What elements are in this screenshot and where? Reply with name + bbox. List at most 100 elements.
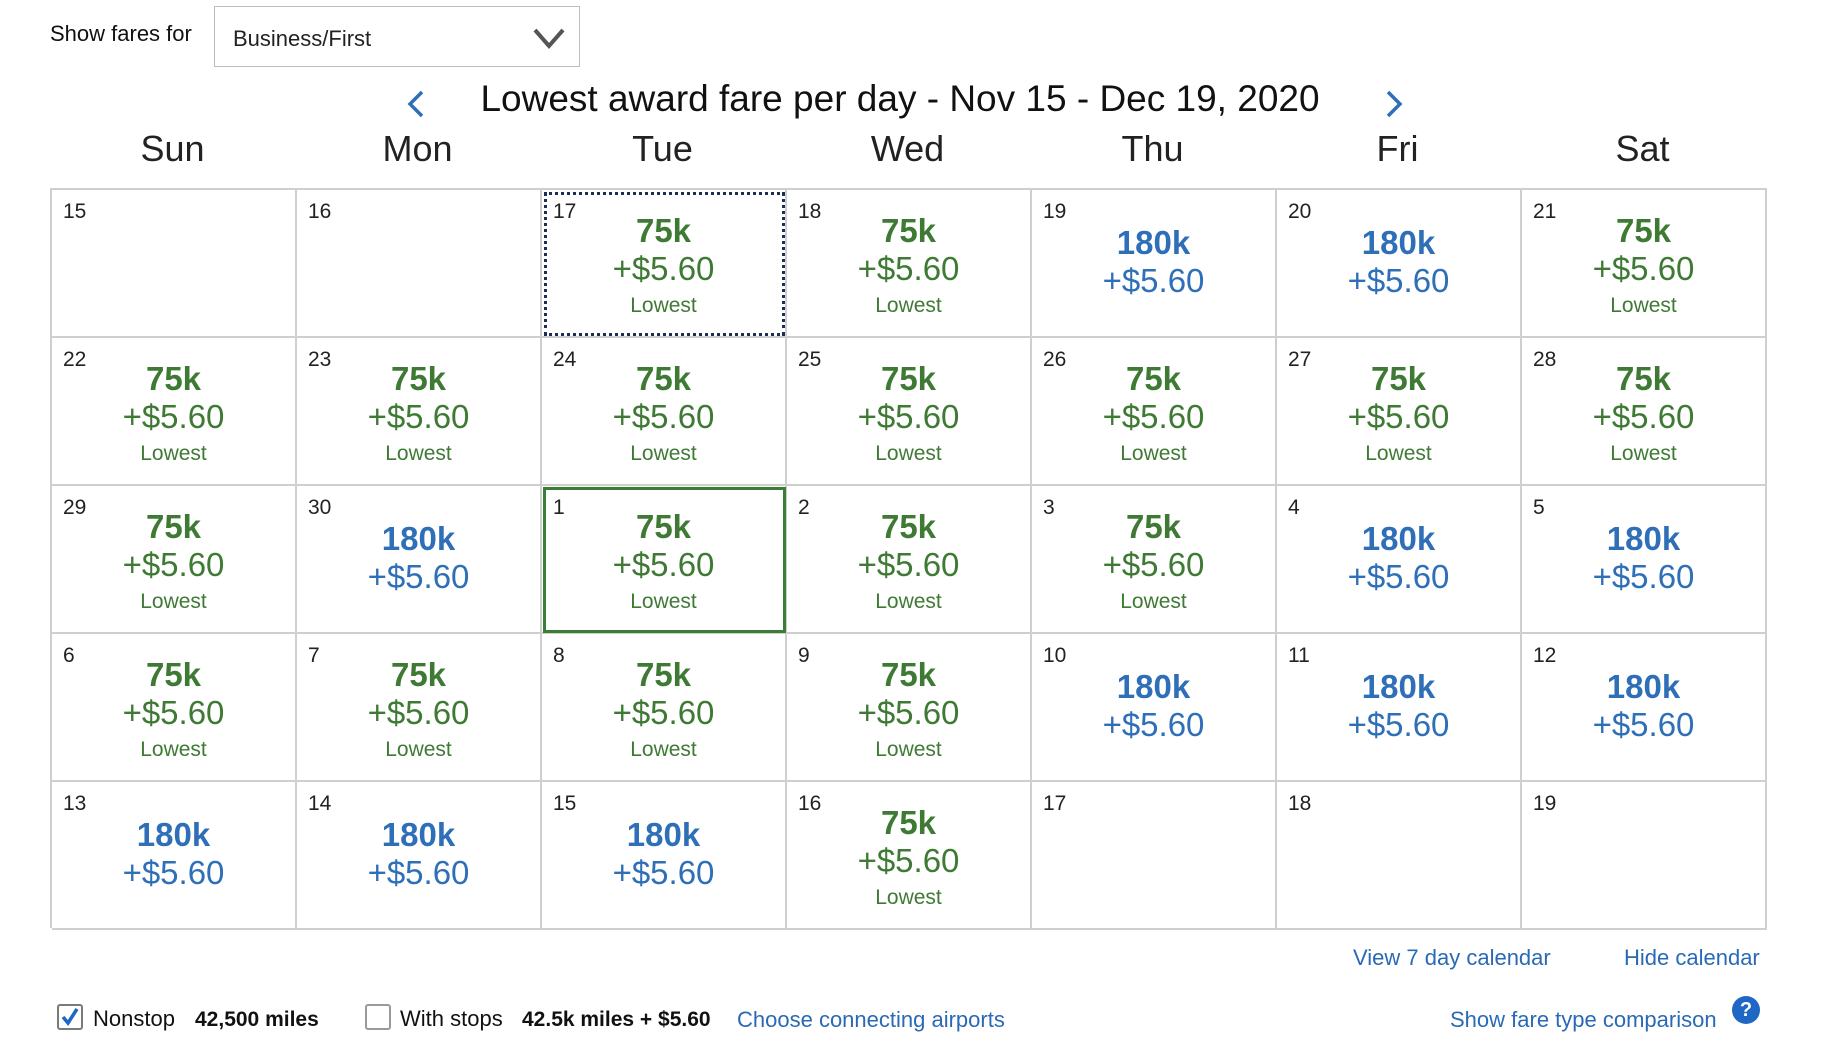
fare-taxes: +$5.60	[1592, 558, 1695, 595]
day-of-week: Mon	[382, 128, 453, 169]
fare-miles: 180k	[136, 816, 211, 853]
calendar-day-cell[interactable]: 1 75k +$5.60 Lowest	[542, 486, 787, 634]
fare-miles: 180k	[1116, 224, 1191, 261]
calendar-day-cell[interactable]: 22 75k +$5.60 Lowest	[52, 338, 297, 486]
fare-miles: 180k	[1361, 668, 1436, 705]
calendar-day-cell[interactable]: 4 180k +$5.60	[1277, 486, 1522, 634]
fare-miles: 75k	[145, 360, 202, 397]
fare-taxes: +$5.60	[857, 398, 960, 435]
day-number: 11	[1288, 644, 1310, 667]
fare-miles: 180k	[381, 520, 456, 557]
nonstop-checkbox[interactable]	[57, 1004, 83, 1030]
fare-taxes: +$5.60	[1102, 262, 1205, 299]
day-of-week: Tue	[632, 128, 693, 169]
fare-miles: 75k	[1125, 360, 1182, 397]
lowest-fare-label: Lowest	[1610, 294, 1677, 317]
help-icon[interactable]: ?	[1732, 996, 1760, 1024]
calendar-day-cell[interactable]: 17 75k +$5.60 Lowest	[542, 190, 787, 338]
fare-taxes: +$5.60	[1592, 706, 1695, 743]
calendar-day-cell[interactable]: 26 75k +$5.60 Lowest	[1032, 338, 1277, 486]
calendar-day-cell[interactable]: 18 75k +$5.60 Lowest	[787, 190, 1032, 338]
calendar-day-cell[interactable]: 11 180k +$5.60	[1277, 634, 1522, 782]
fare-miles: 180k	[381, 816, 456, 853]
fare-taxes: +$5.60	[367, 558, 470, 595]
calendar-day-cell[interactable]: 27 75k +$5.60 Lowest	[1277, 338, 1522, 486]
chevron-left-icon[interactable]	[402, 84, 430, 124]
calendar-day-cell[interactable]: 15 180k +$5.60	[542, 782, 787, 930]
fare-taxes: +$5.60	[612, 694, 715, 731]
with-stops-checkbox[interactable]	[365, 1004, 391, 1030]
day-number: 18	[798, 200, 822, 223]
calendar-day-cell[interactable]: 20 180k +$5.60	[1277, 190, 1522, 338]
view-7-day-calendar-link[interactable]: View 7 day calendar	[1353, 945, 1551, 970]
fare-taxes: +$5.60	[612, 398, 715, 435]
fare-taxes: +$5.60	[122, 398, 225, 435]
day-number: 17	[553, 200, 577, 223]
fare-miles: 75k	[635, 508, 692, 545]
lowest-fare-label: Lowest	[875, 590, 942, 613]
day-number: 4	[1288, 496, 1300, 519]
day-number: 3	[1043, 496, 1055, 519]
fare-miles: 180k	[1606, 668, 1681, 705]
calendar-day-cell[interactable]: 30 180k +$5.60	[297, 486, 542, 634]
fare-miles: 75k	[1615, 360, 1672, 397]
fare-taxes: +$5.60	[857, 842, 960, 879]
lowest-fare-label: Lowest	[875, 294, 942, 317]
calendar-day-cell[interactable]: 25 75k +$5.60 Lowest	[787, 338, 1032, 486]
calendar-day-cell[interactable]: 13 180k +$5.60	[52, 782, 297, 930]
calendar-day-cell[interactable]: 5 180k +$5.60	[1522, 486, 1767, 634]
day-number: 2	[798, 496, 810, 519]
day-number: 17	[1043, 792, 1067, 815]
day-number: 7	[308, 644, 320, 667]
calendar-day-cell[interactable]: 14 180k +$5.60	[297, 782, 542, 930]
lowest-fare-label: Lowest	[140, 442, 207, 465]
calendar-day-cell[interactable]: 16 75k +$5.60 Lowest	[787, 782, 1032, 930]
lowest-fare-label: Lowest	[140, 590, 207, 613]
lowest-fare-label: Lowest	[630, 738, 697, 761]
fare-taxes: +$5.60	[1347, 262, 1450, 299]
calendar-day-cell[interactable]: 7 75k +$5.60 Lowest	[297, 634, 542, 782]
calendar-day-cell[interactable]: 23 75k +$5.60 Lowest	[297, 338, 542, 486]
calendar-day-cell[interactable]: 10 180k +$5.60	[1032, 634, 1277, 782]
choose-connecting-airports-link[interactable]: Choose connecting airports	[737, 1007, 1005, 1032]
calendar-day-cell[interactable]: 21 75k +$5.60 Lowest	[1522, 190, 1767, 338]
calendar-day-cell[interactable]: 12 180k +$5.60	[1522, 634, 1767, 782]
calendar-day-cell[interactable]: 29 75k +$5.60 Lowest	[52, 486, 297, 634]
calendar-day-cell[interactable]: 8 75k +$5.60 Lowest	[542, 634, 787, 782]
chevron-right-icon[interactable]	[1380, 84, 1408, 124]
fare-taxes: +$5.60	[1592, 250, 1695, 287]
fare-taxes: +$5.60	[1102, 398, 1205, 435]
day-number: 24	[553, 348, 577, 371]
fare-taxes: +$5.60	[857, 694, 960, 731]
fare-miles: 75k	[1370, 360, 1427, 397]
fare-class-value: Business/First	[233, 26, 372, 51]
day-of-week: Sat	[1615, 128, 1670, 169]
fare-miles: 75k	[635, 212, 692, 249]
fare-miles: 75k	[145, 656, 202, 693]
fare-miles: 180k	[1606, 520, 1681, 557]
day-number: 6	[63, 644, 75, 667]
show-fare-type-comparison-link[interactable]: Show fare type comparison	[1450, 1007, 1717, 1032]
calendar-day-cell[interactable]: 28 75k +$5.60 Lowest	[1522, 338, 1767, 486]
day-of-week: Fri	[1376, 128, 1419, 169]
fare-miles: 180k	[1361, 520, 1436, 557]
fare-calendar-grid: 15 16 17 75k +$5.60 Lowest 18 75k +$5.60 Lowest 19…	[50, 188, 1767, 930]
calendar-day-cell: 18	[1277, 782, 1522, 930]
hide-calendar-link[interactable]: Hide calendar	[1624, 945, 1760, 970]
fare-class-dropdown[interactable]: Business/First	[214, 6, 580, 67]
fare-taxes: +$5.60	[857, 250, 960, 287]
calendar-day-cell[interactable]: 19 180k +$5.60	[1032, 190, 1277, 338]
day-number: 9	[798, 644, 810, 667]
calendar-day-cell[interactable]: 6 75k +$5.60 Lowest	[52, 634, 297, 782]
calendar-day-cell[interactable]: 9 75k +$5.60 Lowest	[787, 634, 1032, 782]
calendar-day-cell[interactable]: 2 75k +$5.60 Lowest	[787, 486, 1032, 634]
fare-miles: 75k	[880, 212, 937, 249]
fare-taxes: +$5.60	[122, 694, 225, 731]
day-number: 16	[308, 200, 332, 223]
lowest-fare-label: Lowest	[630, 442, 697, 465]
fare-miles: 75k	[635, 360, 692, 397]
calendar-day-cell[interactable]: 24 75k +$5.60 Lowest	[542, 338, 787, 486]
fare-taxes: +$5.60	[367, 854, 470, 891]
day-number: 16	[798, 792, 822, 815]
calendar-day-cell[interactable]: 3 75k +$5.60 Lowest	[1032, 486, 1277, 634]
